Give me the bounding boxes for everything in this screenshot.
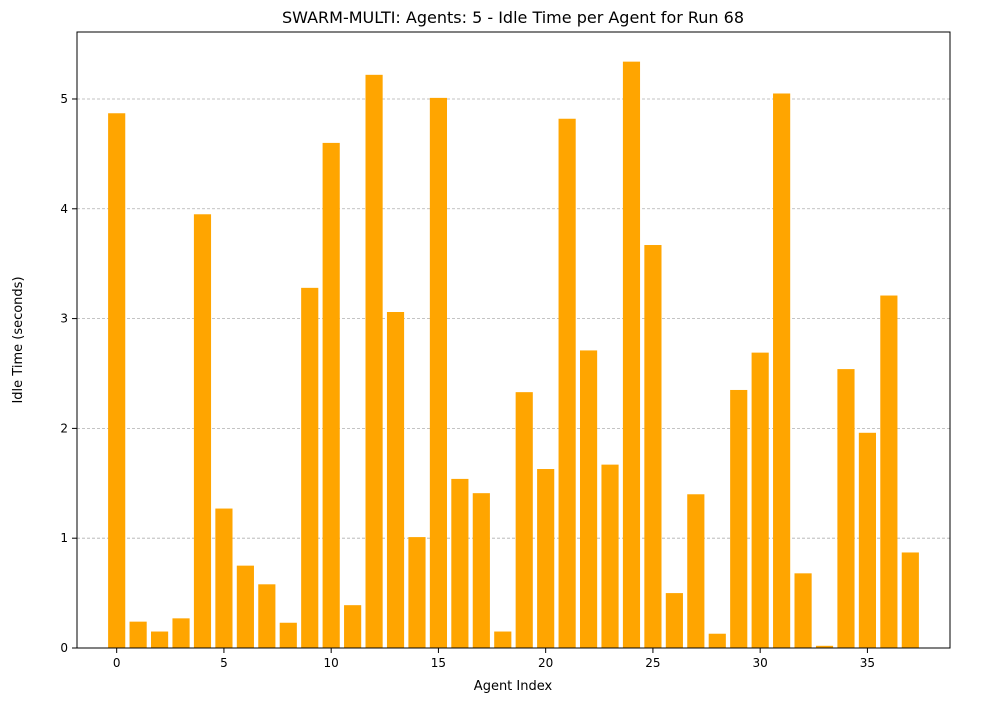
bar-agent-1 (129, 621, 147, 648)
x-tick-label: 15 (431, 656, 446, 670)
x-tick-label: 35 (860, 656, 875, 670)
y-tick-label: 4 (60, 202, 68, 216)
y-axis-ticks: 0 1 2 3 4 5 (60, 92, 77, 655)
gridlines (77, 98, 950, 539)
bar-agent-27 (687, 494, 705, 648)
bar-agent-11 (344, 605, 362, 648)
bar-agent-6 (236, 565, 254, 648)
bar-agent-16 (451, 478, 469, 648)
bar-agent-10 (322, 142, 340, 648)
bar-agent-14 (408, 537, 426, 648)
bar-agent-26 (665, 593, 683, 648)
bar-agent-24 (622, 61, 641, 649)
bar-agent-23 (601, 464, 619, 648)
x-tick-label: 5 (220, 656, 228, 670)
bar-agent-32 (794, 573, 812, 648)
bar-agent-30 (751, 352, 769, 648)
x-tick-label: 10 (324, 656, 339, 670)
bar-agent-28 (708, 633, 726, 648)
bars (108, 61, 919, 649)
x-tick-label: 30 (753, 656, 768, 670)
y-tick-label: 5 (60, 92, 68, 106)
x-tick-label: 0 (113, 656, 121, 670)
bar-agent-5 (215, 508, 233, 648)
y-tick-label: 0 (60, 641, 68, 655)
x-tick-label: 25 (645, 656, 660, 670)
bar-agent-9 (301, 287, 319, 648)
bar-agent-15 (429, 97, 448, 649)
x-axis-ticks: 0 5 10 15 20 25 30 35 (113, 648, 875, 670)
y-tick-label: 3 (60, 312, 68, 326)
bar-agent-33 (815, 645, 834, 648)
x-tick-label: 20 (538, 656, 553, 670)
bar-agent-21 (558, 118, 576, 648)
bar-agent-8 (279, 622, 297, 648)
bar-agent-12 (365, 74, 383, 648)
bar-agent-22 (579, 350, 598, 648)
x-axis-label: Agent Index (474, 679, 553, 694)
bar-agent-29 (730, 389, 748, 648)
y-tick-label: 2 (60, 421, 68, 435)
bar-agent-20 (537, 469, 555, 648)
bar-agent-7 (258, 584, 276, 648)
bar-agent-36 (880, 295, 898, 648)
bar-agent-17 (472, 493, 490, 648)
chart-title: SWARM-MULTI: Agents: 5 - Idle Time per A… (282, 8, 744, 27)
y-axis-label: Idle Time (seconds) (11, 276, 26, 403)
bar-agent-13 (386, 312, 405, 648)
bar-agent-25 (644, 245, 662, 649)
bar-agent-35 (858, 432, 876, 648)
bar-agent-37 (901, 552, 919, 648)
bar-agent-0 (108, 113, 126, 649)
bar-agent-4 (193, 214, 212, 648)
y-tick-label: 1 (60, 531, 68, 545)
bar-agent-34 (837, 369, 855, 648)
bar-agent-31 (773, 93, 791, 649)
bar-agent-2 (151, 631, 169, 648)
bar-agent-3 (172, 618, 190, 648)
bar-agent-19 (515, 392, 533, 648)
bar-agent-18 (494, 631, 512, 648)
plot-frame (76, 31, 951, 649)
